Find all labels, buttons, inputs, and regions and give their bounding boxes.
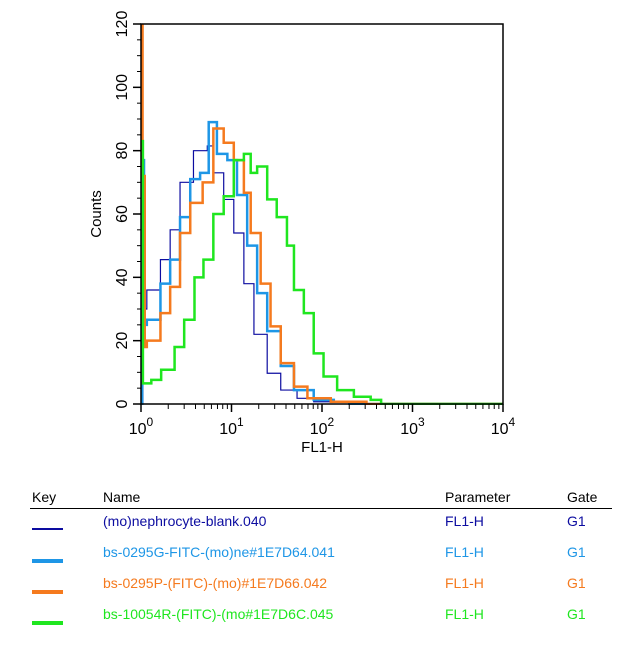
- y-tick-label: 20: [114, 332, 131, 350]
- legend-name: bs-0295P-(FITC)-(mo)#1E7D66.042: [103, 575, 328, 591]
- header-key: Key: [32, 489, 57, 505]
- y-tick-label: 80: [114, 142, 131, 160]
- y-tick-label: 40: [114, 268, 131, 286]
- legend-table: Key Name Parameter Gate (mo)nephrocyte-b…: [30, 488, 612, 633]
- series-line-2: [141, 120, 503, 405]
- legend-swatch: [32, 528, 63, 530]
- header-gate: Gate: [567, 489, 598, 505]
- legend-name: bs-10054R-(FITC)-(mo#1E7D6C.045: [103, 606, 334, 622]
- y-axis-title: Counts: [88, 190, 105, 238]
- legend-row: bs-0295P-(FITC)-(mo)#1E7D66.042 FL1-H G1: [30, 571, 612, 602]
- header-parameter: Parameter: [445, 489, 511, 505]
- histogram-chart: 100 101 102 103 104 0 20 40 60 80 100 120 FL1-H Cou…: [88, 11, 516, 456]
- legend-row: bs-10054R-(FITC)-(mo#1E7D6C.045 FL1-H G1: [30, 602, 612, 633]
- x-tick-label: 104: [491, 415, 516, 438]
- legend-gate: G1: [567, 544, 586, 560]
- legend-parameter: FL1-H: [445, 606, 484, 622]
- legend-parameter: FL1-H: [445, 544, 484, 560]
- legend-swatch: [32, 590, 63, 594]
- y-tick-label: 60: [114, 205, 131, 223]
- legend-swatch: [32, 621, 63, 625]
- legend-row: (mo)nephrocyte-blank.040 FL1-H G1: [30, 509, 612, 540]
- x-tick-label: 103: [400, 415, 425, 438]
- x-tick-label: 100: [129, 415, 154, 438]
- y-tick-label: 0: [114, 399, 131, 408]
- y-tick-label: 100: [114, 74, 131, 101]
- legend-gate: G1: [567, 575, 586, 591]
- series-line-4: [141, 139, 503, 405]
- header-name: Name: [103, 489, 141, 505]
- x-axis-title: FL1-H: [301, 439, 343, 456]
- series-line-3: [141, 24, 503, 405]
- legend-parameter: FL1-H: [445, 513, 484, 529]
- legend-row: bs-0295G-FITC-(mo)ne#1E7D64.041 FL1-H G1: [30, 540, 612, 571]
- legend-name: (mo)nephrocyte-blank.040: [103, 513, 267, 529]
- legend-swatch: [32, 559, 63, 563]
- legend-header: Key Name Parameter Gate: [30, 488, 612, 509]
- series-line-1: [141, 145, 503, 405]
- legend-gate: G1: [567, 513, 586, 529]
- y-tick-label: 120: [114, 11, 131, 38]
- plot-frame: [140, 23, 504, 405]
- legend-name: bs-0295G-FITC-(mo)ne#1E7D64.041: [103, 544, 335, 560]
- legend-parameter: FL1-H: [445, 575, 484, 591]
- legend-gate: G1: [567, 606, 586, 622]
- x-tick-label: 102: [310, 415, 335, 438]
- x-tick-label: 101: [219, 415, 244, 438]
